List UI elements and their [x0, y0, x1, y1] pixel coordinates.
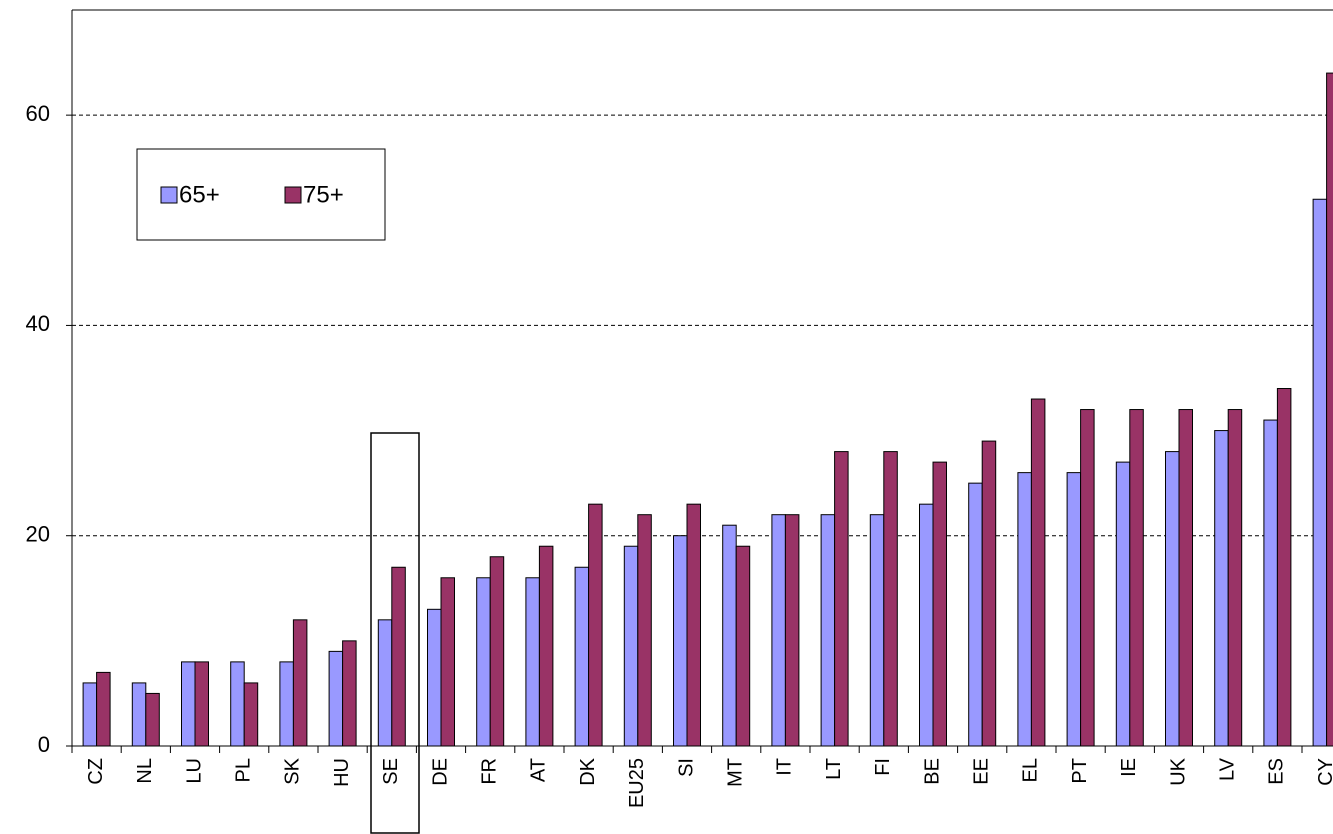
- x-tick-label: UK: [1167, 757, 1189, 785]
- bar: [820, 514, 836, 747]
- y-tick-label: 0: [38, 732, 50, 757]
- bar: [588, 503, 603, 747]
- bar: [673, 535, 688, 747]
- bar: [1312, 198, 1328, 747]
- legend: 65+ 75+: [136, 148, 386, 241]
- bar: [342, 640, 357, 747]
- x-tick-label: EL: [1020, 758, 1042, 782]
- x-tick-label: LV: [1216, 757, 1238, 781]
- bar: [623, 545, 639, 747]
- x-tick-label: FR: [478, 758, 500, 785]
- bar: [722, 524, 737, 747]
- bar: [194, 661, 209, 747]
- bar: [1017, 472, 1032, 747]
- bar: [574, 566, 590, 747]
- bar: [328, 650, 344, 747]
- x-tick-label: LU: [183, 758, 205, 784]
- x-tick-label: CY: [1315, 758, 1333, 786]
- bar: [292, 619, 308, 747]
- bar: [1178, 409, 1193, 747]
- x-tick-label: EE: [970, 758, 992, 785]
- bar: [525, 577, 540, 747]
- x-tick-label: MT: [724, 758, 746, 787]
- bar: [243, 682, 259, 747]
- bar: [145, 692, 160, 747]
- bar: [968, 482, 983, 747]
- x-tick-label: IT: [774, 758, 796, 776]
- y-tick-label: 60: [26, 101, 50, 126]
- bar: [1227, 409, 1243, 747]
- x-tick-label: PL: [232, 758, 254, 782]
- bar: [834, 451, 849, 747]
- bar: [932, 461, 947, 747]
- x-tick-label: SK: [282, 757, 304, 784]
- bar: [981, 440, 997, 747]
- bar: [784, 514, 800, 747]
- bar: [82, 682, 98, 747]
- bar: [1030, 398, 1046, 747]
- bar: [1129, 409, 1144, 747]
- plot: 0 20 40 60 CZ NL LU PL SK HU SE DE FR AT DK EU25 SI MT IT L…: [26, 9, 1333, 808]
- legend-swatch: [160, 186, 178, 204]
- x-tick-label: SE: [380, 758, 402, 785]
- legend-label: 75+: [303, 181, 344, 208]
- x-tick-label: CZ: [85, 758, 107, 785]
- bar: [1276, 388, 1292, 747]
- highlight-box: [370, 432, 420, 834]
- bar: [1165, 451, 1180, 747]
- bar: [869, 514, 885, 747]
- y-tick-label: 20: [26, 522, 50, 547]
- x-tick-label: SI: [675, 758, 697, 777]
- x-tick-label: LT: [823, 758, 845, 780]
- bar: [771, 514, 786, 747]
- x-tick-label: DE: [429, 758, 451, 786]
- bar: [476, 577, 491, 747]
- x-tick-label: BE: [921, 758, 943, 785]
- bar: [377, 619, 393, 747]
- legend-swatch: [284, 186, 302, 204]
- x-tick-label: IE: [1118, 758, 1140, 777]
- bar: [883, 451, 898, 747]
- x-tick-label: ES: [1266, 758, 1288, 785]
- bar: [279, 661, 294, 747]
- bar: [230, 661, 245, 747]
- bar: [919, 503, 934, 747]
- x-tick-label: HU: [331, 758, 353, 787]
- bar: [391, 566, 406, 747]
- x-tick-label: PT: [1069, 758, 1091, 784]
- x-tick-label: EU25: [626, 758, 648, 808]
- x-tick-label: FI: [872, 758, 894, 776]
- x-tick-label: NL: [134, 758, 156, 784]
- bar: [440, 577, 455, 747]
- legend-label: 65+: [179, 181, 220, 208]
- bar: [735, 545, 751, 747]
- bar: [686, 503, 701, 747]
- bar: [538, 545, 554, 747]
- legend-box: [136, 148, 386, 241]
- bar: [1115, 461, 1131, 747]
- bar: [131, 682, 147, 747]
- bar: [96, 671, 111, 747]
- bar: [1214, 430, 1229, 747]
- bar: [1263, 419, 1278, 747]
- bar: [637, 514, 652, 747]
- x-tick-label: AT: [528, 758, 550, 782]
- bar: [1066, 472, 1082, 747]
- bar: [1326, 72, 1333, 747]
- bar: [427, 608, 442, 747]
- bar: [181, 661, 196, 747]
- x-tick-label: DK: [577, 757, 599, 785]
- y-tick-label: 40: [26, 311, 50, 336]
- bar: [489, 556, 505, 747]
- bar: [1080, 409, 1095, 747]
